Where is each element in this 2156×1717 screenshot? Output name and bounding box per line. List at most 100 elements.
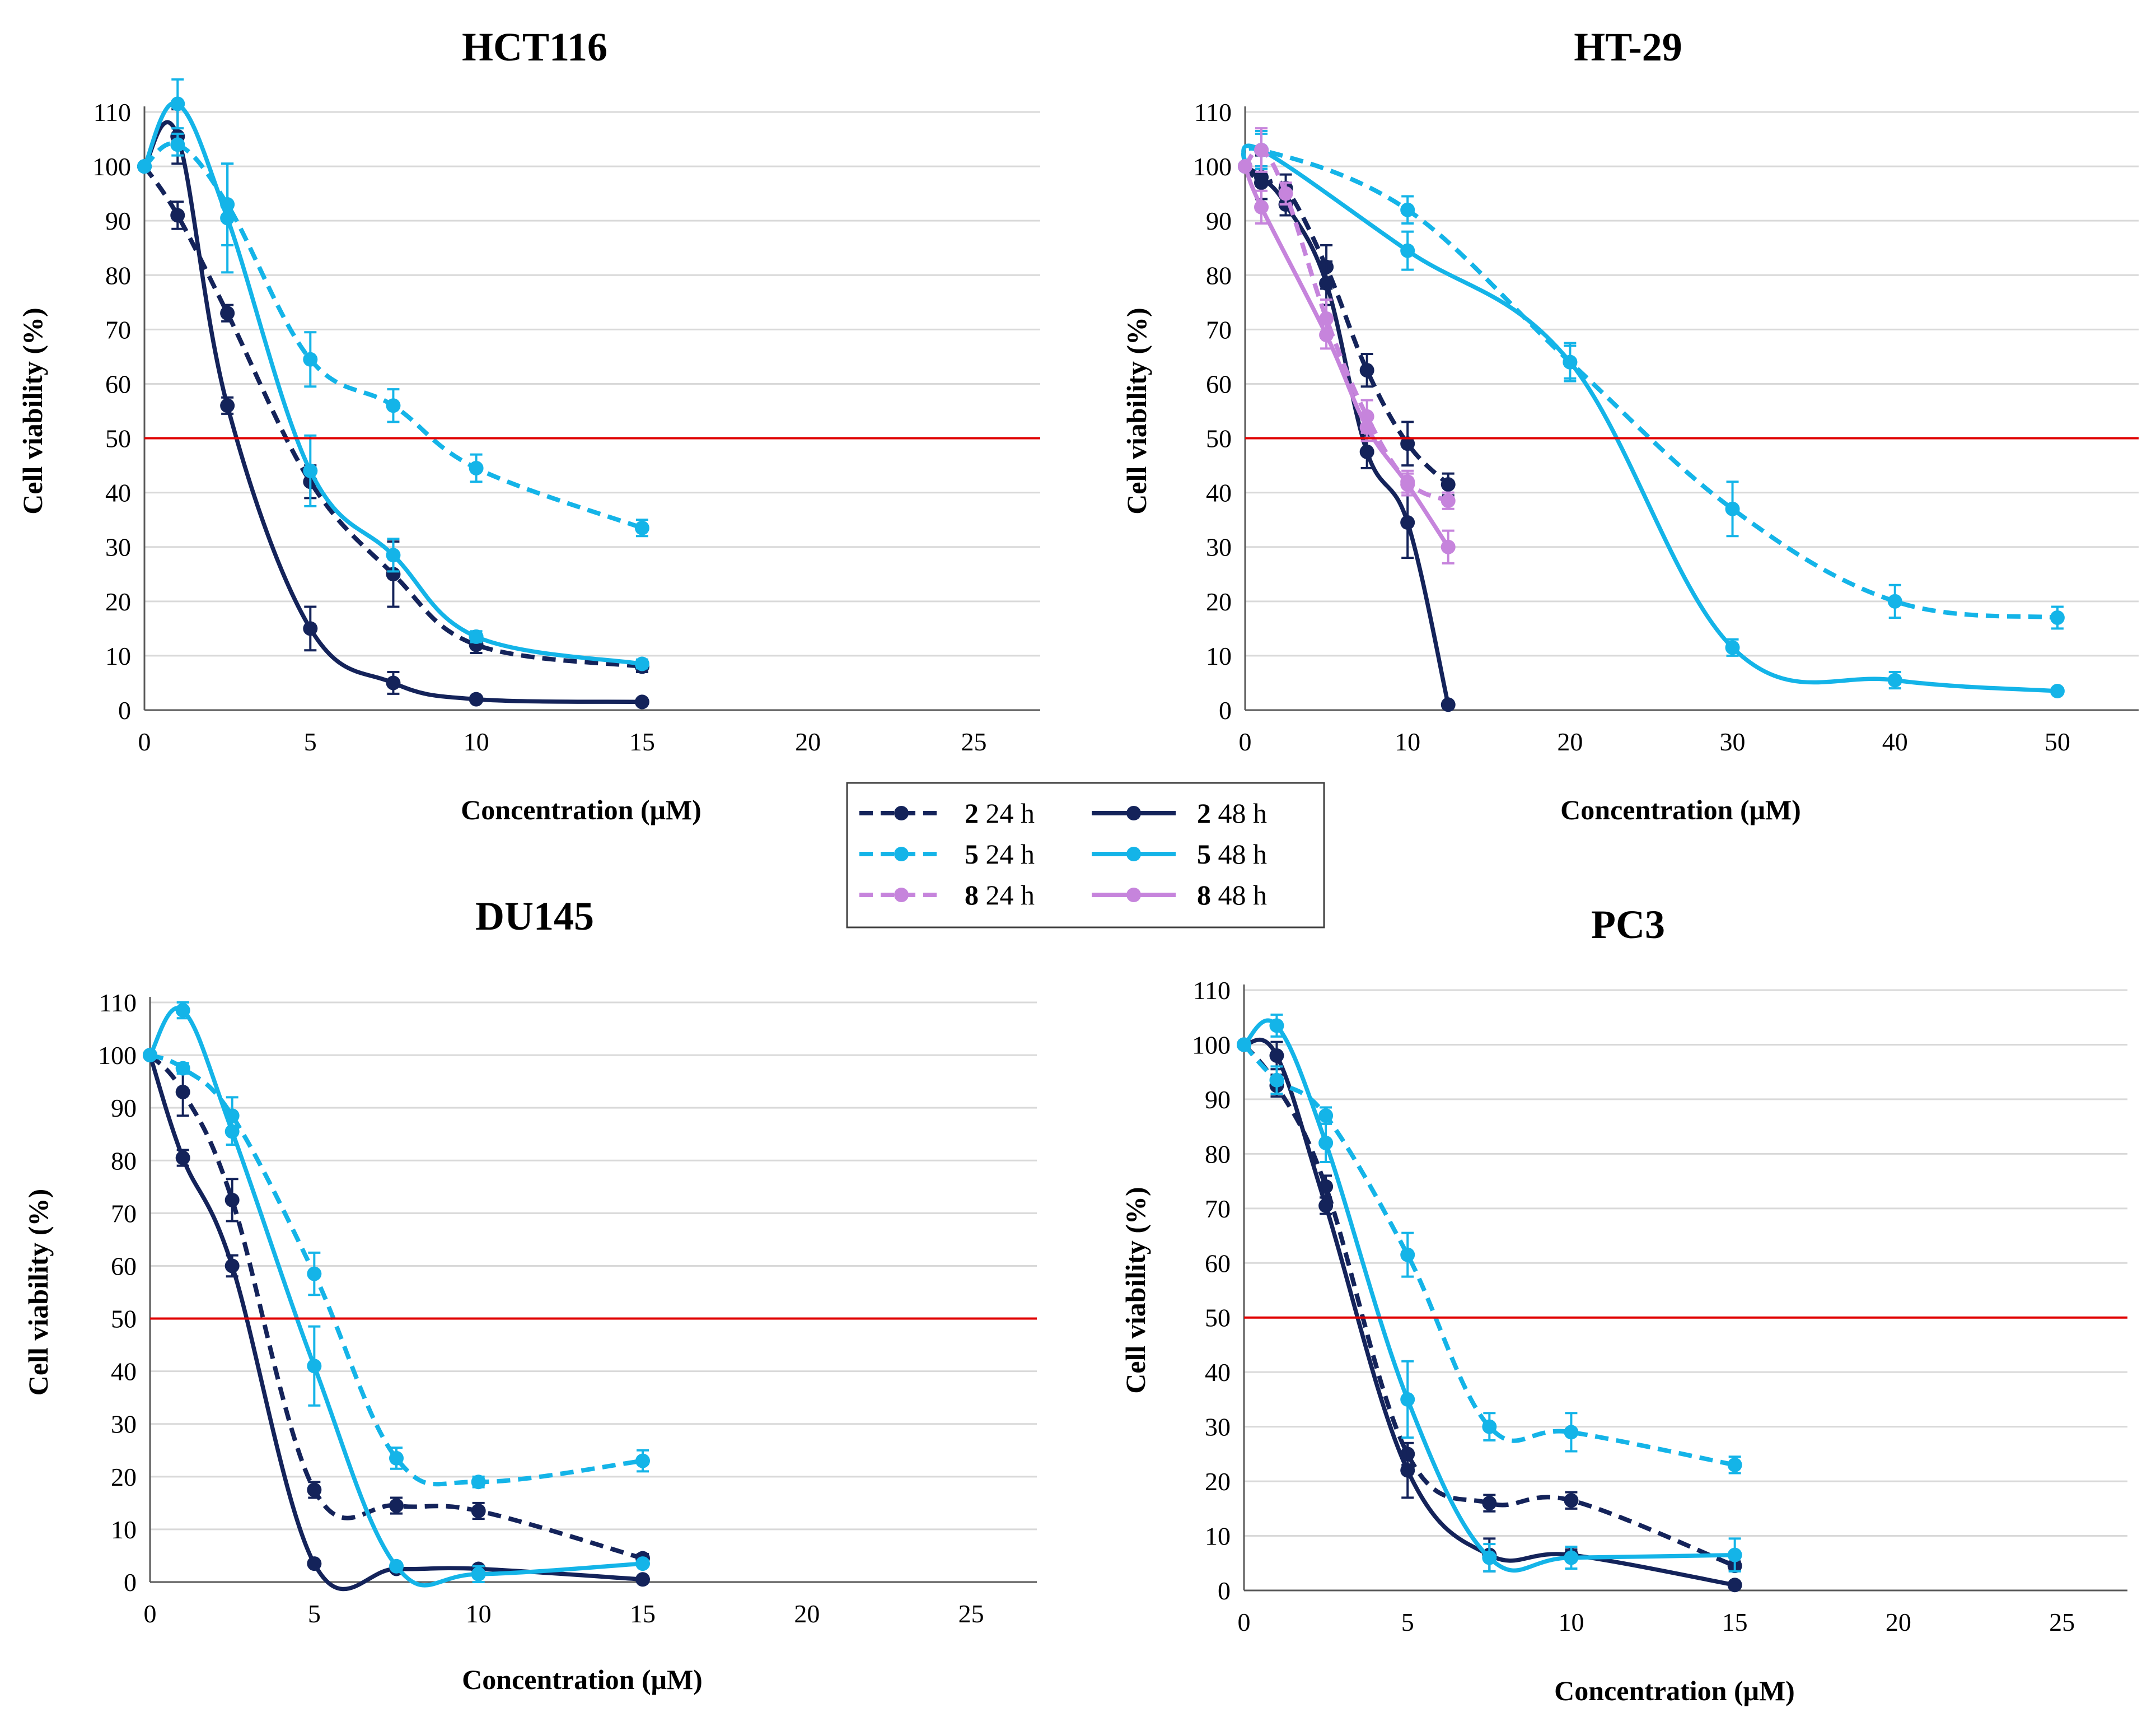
y-tick-label: 60 [111, 1252, 137, 1280]
x-tick-label: 10 [1395, 727, 1420, 756]
y-tick-label: 70 [1205, 1195, 1231, 1223]
data-point [389, 1498, 404, 1513]
y-tick-label: 60 [105, 370, 131, 398]
y-tick-label: 100 [98, 1041, 137, 1070]
data-point [1441, 539, 1456, 554]
x-tick-label: 20 [794, 1599, 820, 1628]
y-tick-label: 10 [105, 642, 131, 670]
data-point [220, 398, 235, 413]
data-point [1564, 1493, 1579, 1508]
data-point [175, 1003, 190, 1018]
data-point [303, 463, 318, 478]
data-point [471, 1503, 486, 1518]
y-tick-label: 100 [1193, 152, 1232, 181]
data-point [170, 96, 185, 111]
y-tick-label: 20 [105, 587, 131, 616]
x-tick-label: 20 [1886, 1608, 1911, 1636]
x-tick-label: 20 [795, 727, 821, 756]
data-point [1359, 444, 1374, 459]
data-point [634, 694, 649, 710]
data-point [303, 352, 318, 367]
data-point [220, 211, 235, 226]
legend-compound: 5 [1197, 838, 1211, 870]
legend-label: 5 48 h [1197, 838, 1267, 870]
y-tick-label: 90 [111, 1094, 137, 1122]
series-5-48h [137, 78, 649, 671]
x-tick-label: 0 [138, 727, 151, 756]
series-line [143, 141, 643, 530]
chart-title: HCT116 [462, 25, 607, 69]
data-point [1441, 697, 1456, 712]
data-point [1319, 328, 1334, 343]
data-point [635, 1453, 650, 1468]
x-tick-label: 10 [1558, 1608, 1584, 1636]
x-tick-label: 25 [961, 727, 986, 756]
data-point [1269, 1048, 1284, 1063]
data-point [2050, 684, 2065, 699]
legend-marker [894, 806, 909, 820]
y-tick-label: 110 [99, 988, 137, 1017]
data-point [1400, 477, 1415, 492]
series-line [1243, 164, 1451, 706]
data-point [307, 1359, 322, 1374]
data-point [1441, 477, 1456, 492]
chart-panel-du145: 0 10 20 30 40 50 60 70 80 90 100 110 0 5 10 15 20 25 DU145… [22, 894, 1037, 1695]
y-tick-label: 30 [1206, 533, 1232, 562]
data-point [1318, 1135, 1334, 1150]
legend-compound: 8 [965, 879, 979, 911]
data-point [386, 398, 401, 413]
legend-compound: 8 [1197, 879, 1211, 911]
data-point [1482, 1419, 1497, 1434]
data-point [1727, 1457, 1742, 1472]
series-line [1242, 1043, 1736, 1568]
legend-compound: 2 [965, 797, 979, 829]
data-point [220, 306, 235, 321]
legend-time: 48 h [1211, 879, 1267, 911]
data-point [137, 159, 152, 174]
y-tick-label: 90 [1205, 1085, 1231, 1114]
data-point [170, 137, 185, 152]
data-point [1237, 1037, 1251, 1052]
y-tick-label: 50 [1205, 1304, 1231, 1332]
series-line [1241, 146, 2058, 620]
data-point [307, 1556, 322, 1571]
y-axis-title: Cell viability (%) [1121, 307, 1152, 514]
data-point [1400, 1463, 1415, 1478]
legend-time: 48 h [1211, 797, 1267, 829]
x-tick-label: 25 [2049, 1608, 2075, 1636]
data-point [1400, 436, 1415, 451]
chart-title: HT-29 [1574, 25, 1682, 69]
x-tick-label: 5 [1401, 1608, 1414, 1636]
y-tick-label: 80 [105, 261, 131, 290]
data-point [469, 460, 484, 475]
y-tick-label: 50 [111, 1305, 137, 1333]
legend-compound: 5 [965, 838, 979, 870]
data-point [307, 1482, 322, 1497]
data-point [1564, 1550, 1579, 1565]
series-5-48h [1237, 1013, 1742, 1573]
y-tick-label: 90 [105, 207, 131, 235]
y-tick-label: 110 [1194, 98, 1232, 127]
x-tick-label: 0 [144, 1599, 157, 1628]
x-tick-label: 15 [1722, 1608, 1748, 1636]
y-tick-label: 30 [1205, 1413, 1231, 1441]
y-tick-label: 40 [1205, 1358, 1231, 1387]
data-point [1359, 420, 1374, 435]
legend-entry: 8 24 h [859, 879, 1035, 911]
data-point [307, 1266, 322, 1281]
series-line [1242, 1043, 1736, 1467]
y-tick-label: 30 [105, 533, 131, 562]
y-axis-title: Cell viability (%) [22, 1189, 54, 1396]
data-point [225, 1192, 240, 1207]
series-5-24h [1238, 129, 2065, 630]
y-tick-label: 0 [1218, 1576, 1231, 1605]
legend-label: 2 24 h [965, 797, 1035, 829]
legend-label: 8 24 h [965, 879, 1035, 911]
legend-entry: 2 24 h [859, 797, 1035, 829]
x-tick-label: 10 [464, 727, 489, 756]
series-5-48h [143, 1001, 650, 1588]
data-point [1400, 1247, 1415, 1262]
y-tick-label: 0 [118, 696, 131, 725]
y-tick-label: 70 [105, 315, 131, 344]
y-tick-label: 80 [1206, 261, 1232, 290]
